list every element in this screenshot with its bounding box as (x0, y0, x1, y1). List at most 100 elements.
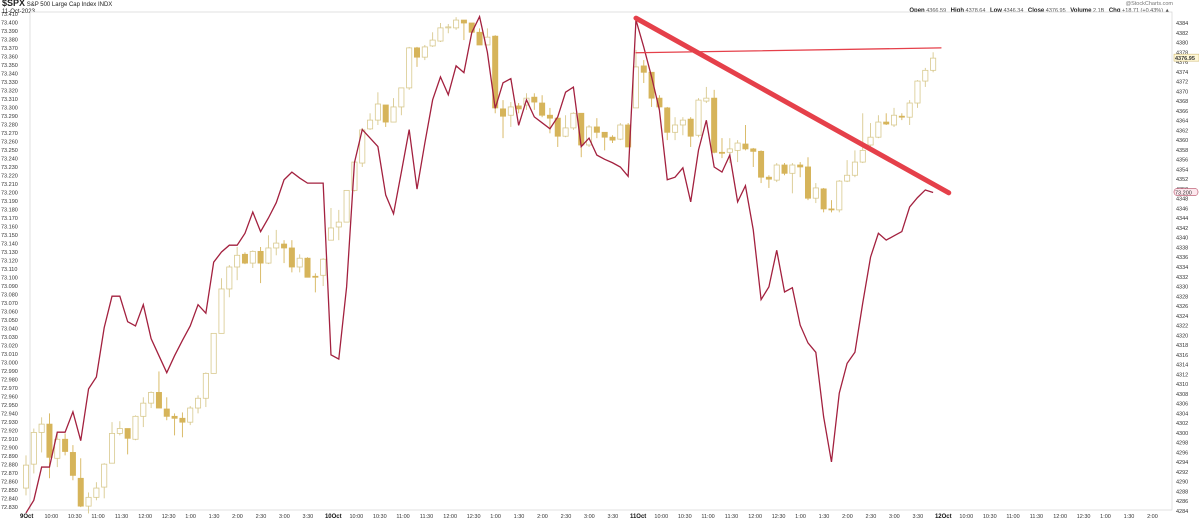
left-axis-tick-label: 72.990 (1, 369, 18, 375)
candle-up (132, 415, 139, 441)
right-axis-tick-label: 4344 (1176, 216, 1188, 222)
x-axis-time-label: 10:30 (68, 514, 82, 520)
candle-body (797, 164, 804, 168)
open-label: Open (909, 8, 925, 14)
x-axis-time-label: 11:30 (725, 514, 738, 520)
candle-up (249, 250, 256, 268)
left-axis-tick-label: 72.870 (1, 471, 18, 477)
candle-body (257, 250, 264, 264)
candle-body (734, 142, 741, 151)
candle-body (593, 126, 600, 133)
watermark: @StockCharts.com (1125, 1, 1173, 7)
candle-down (718, 138, 725, 159)
candle-body (515, 105, 522, 110)
candle-body (859, 149, 866, 163)
candle-up (343, 189, 350, 223)
candle-up (773, 163, 780, 183)
change-value: +18.71 (+0.43%) ▲ (1122, 8, 1170, 14)
candle-down (750, 147, 757, 167)
right-axis-tick-label: 4338 (1176, 245, 1188, 251)
candle-body (679, 119, 686, 126)
candle-body (672, 124, 679, 133)
left-axis-tick-label: 73.060 (1, 310, 18, 316)
candle-body (69, 452, 76, 476)
right-axis-tick-label: 4346 (1176, 206, 1188, 212)
candle-down (179, 412, 186, 438)
close-label: Close (1027, 8, 1045, 14)
candle-up (187, 406, 194, 426)
candle-body (922, 69, 929, 82)
candle-down (531, 93, 538, 110)
left-axis-tick-label: 73.130 (1, 250, 18, 256)
exchange: INDX (97, 2, 113, 8)
x-axis-time-label: 12:00 (748, 514, 762, 520)
candle-body (836, 180, 843, 211)
candle-body (101, 463, 108, 488)
change-label: Chg (1108, 8, 1121, 14)
left-axis-tick-label: 73.030 (1, 335, 18, 341)
x-axis-time-label: 11:30 (115, 514, 128, 520)
right-axis-tick-label: 4382 (1176, 31, 1188, 37)
right-axis-tick-label: 4322 (1176, 324, 1188, 330)
x-axis-time-label: 10:30 (678, 514, 692, 520)
left-axis-tick-label: 72.880 (1, 463, 18, 469)
descending-trendline (633, 15, 952, 196)
x-axis-time-label: 3:00 (279, 514, 290, 520)
candle-body (421, 46, 428, 58)
right-axis-tick-label: 4284 (1176, 509, 1188, 515)
candle-down (601, 131, 608, 151)
candle-body (758, 150, 765, 178)
candle-up (734, 140, 741, 163)
candle-body (507, 106, 514, 116)
right-axis-tick-label: 4290 (1176, 480, 1188, 486)
x-axis-time-label: 11:00 (701, 514, 714, 520)
candle-down (781, 163, 788, 176)
candle-up (922, 67, 929, 87)
left-axis-tick-label: 73.230 (1, 165, 18, 171)
candle-up (54, 433, 61, 468)
candle-up (844, 160, 851, 183)
candle-up (851, 150, 858, 178)
candle-body (304, 257, 311, 278)
candle-up (93, 482, 100, 501)
left-axis-tick-label: 73.080 (1, 293, 18, 299)
right-axis-tick-label: 4348 (1176, 197, 1188, 203)
candle-down (820, 187, 827, 213)
candle-body (726, 148, 733, 153)
candle-down (281, 240, 288, 264)
last-line-value-tag: 73.200 (1175, 191, 1192, 197)
candle-up (30, 428, 37, 474)
left-axis-tick-label: 72.960 (1, 395, 18, 401)
left-axis-tick-label: 73.280 (1, 123, 18, 129)
candle-body (703, 97, 710, 102)
candle-up (210, 332, 217, 374)
x-axis-day-label: 10Oct (325, 514, 342, 520)
candle-body (249, 250, 256, 264)
right-axis-tick-label: 4340 (1176, 236, 1188, 242)
right-axis-tick-label: 4354 (1176, 167, 1188, 173)
candle-up (812, 183, 819, 204)
plot-area (29, 11, 1173, 511)
left-axis-tick-label: 73.100 (1, 276, 18, 282)
x-axis-time-label: 12:00 (138, 514, 152, 520)
left-axis-tick-label: 73.150 (1, 233, 18, 239)
low-value: 4346.34 (1003, 8, 1024, 14)
x-axis-time-label: 2:00 (537, 514, 548, 520)
x-axis-time-label: 2:00 (1147, 514, 1158, 520)
right-axis-tick-label: 4372 (1176, 80, 1188, 86)
x-axis-time-label: 10:00 (44, 514, 58, 520)
candle-up (390, 98, 397, 123)
candle-up (148, 391, 155, 409)
overlay-line-series (25, 14, 934, 514)
x-axis-time-label: 1:00 (185, 514, 196, 520)
candle-down (883, 113, 890, 125)
right-axis-tick-label: 4308 (1176, 392, 1188, 398)
x-axis-time-label: 2:00 (232, 514, 243, 520)
candle-down (609, 135, 616, 144)
candle-body (77, 477, 84, 507)
right-axis-tick-label: 4324 (1176, 314, 1188, 320)
right-axis-tick-label: 4360 (1176, 138, 1188, 144)
candle-down (304, 257, 311, 278)
left-axis-tick-label: 72.980 (1, 378, 18, 384)
